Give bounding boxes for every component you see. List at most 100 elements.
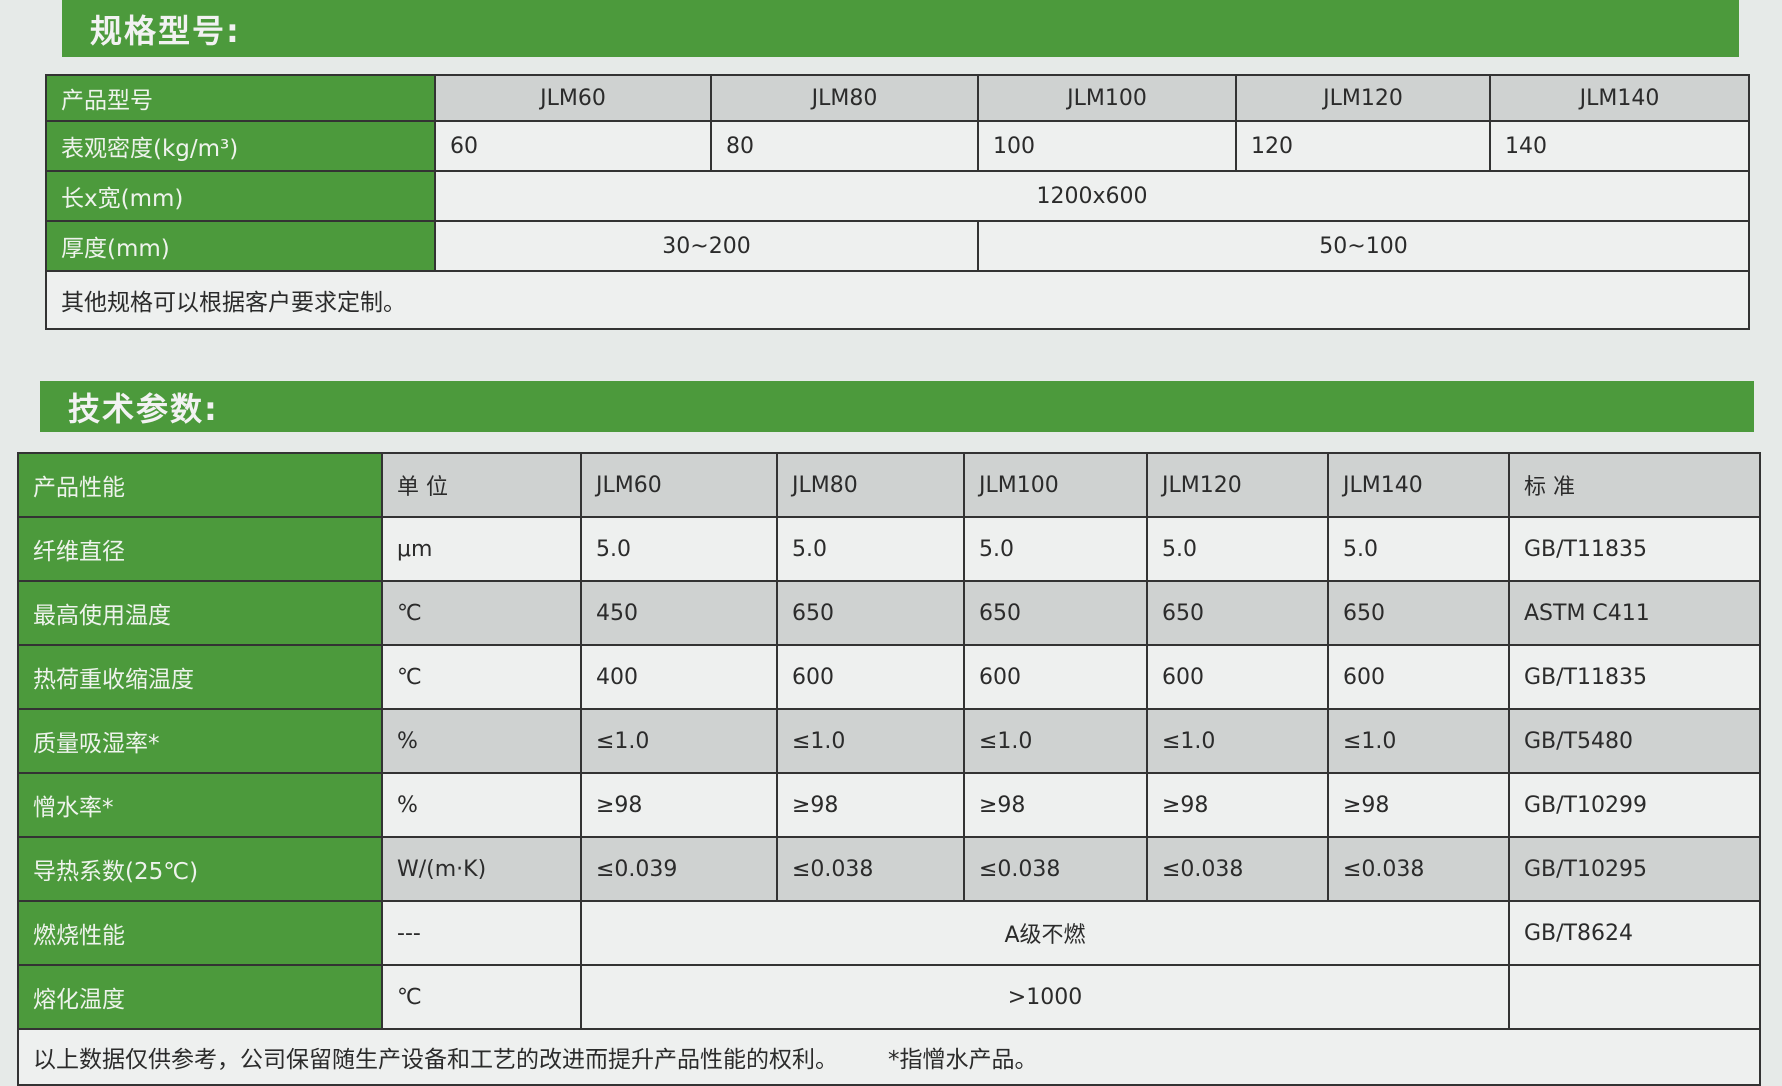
value-cell: 5.0 <box>1146 516 1329 582</box>
value-cell: ≤0.038 <box>776 836 965 902</box>
value-cell: 400 <box>580 644 778 710</box>
property-label: 导热系数(25℃) <box>17 836 383 902</box>
standard-cell <box>1508 964 1761 1030</box>
unit-cell: W/(m·K) <box>381 836 582 902</box>
standard-cell: GB/T11835 <box>1508 516 1761 582</box>
spec-cell: JLM60 <box>434 74 712 122</box>
spec-cell: 100 <box>977 120 1237 172</box>
tech-header-row: 产品性能 单 位 JLM60 JLM80 JLM100 JLM120 JLM14… <box>17 452 1761 518</box>
unit-cell: ℃ <box>381 964 582 1030</box>
spec-label: 厚度(mm) <box>45 220 436 272</box>
spec-row-size: 长x宽(mm) 1200x600 <box>45 170 1750 222</box>
spec-row-density: 表观密度(kg/m³) 60 80 100 120 140 <box>45 120 1750 172</box>
value-cell: 5.0 <box>963 516 1148 582</box>
value-cell: 600 <box>776 644 965 710</box>
spec-cell: 30~200 <box>434 220 979 272</box>
value-cell: 5.0 <box>580 516 778 582</box>
header-cell: JLM120 <box>1146 452 1329 518</box>
value-cell: 650 <box>776 580 965 646</box>
merged-value-cell: >1000 <box>580 964 1510 1030</box>
tech-row: 热荷重收缩温度 ℃ 400 600 600 600 600 GB/T11835 <box>17 644 1761 710</box>
spec-cell: 140 <box>1489 120 1750 172</box>
spec-cell: JLM80 <box>710 74 979 122</box>
header-cell: 标 准 <box>1508 452 1761 518</box>
merged-value-cell: A级不燃 <box>580 900 1510 966</box>
standard-cell: GB/T10295 <box>1508 836 1761 902</box>
header-cell: 单 位 <box>381 452 582 518</box>
spec-label: 长x宽(mm) <box>45 170 436 222</box>
tech-table: 产品性能 单 位 JLM60 JLM80 JLM100 JLM120 JLM14… <box>17 452 1761 1086</box>
tech-row: 纤维直径 μm 5.0 5.0 5.0 5.0 5.0 GB/T11835 <box>17 516 1761 582</box>
value-cell: 450 <box>580 580 778 646</box>
unit-cell: --- <box>381 900 582 966</box>
value-cell: ≥98 <box>1327 772 1510 838</box>
spec-table: 产品型号 JLM60 JLM80 JLM100 JLM120 JLM140 表观… <box>45 74 1750 330</box>
header-cell: JLM80 <box>776 452 965 518</box>
value-cell: ≤1.0 <box>580 708 778 774</box>
value-cell: 5.0 <box>1327 516 1510 582</box>
value-cell: 600 <box>1327 644 1510 710</box>
spec-cell: 60 <box>434 120 712 172</box>
unit-cell: ℃ <box>381 644 582 710</box>
property-label: 憎水率* <box>17 772 383 838</box>
value-cell: ≤1.0 <box>1146 708 1329 774</box>
value-cell: 650 <box>1146 580 1329 646</box>
tech-section-title: 技术参数: <box>40 381 1754 432</box>
tech-footer-row: 以上数据仅供参考，公司保留随生产设备和工艺的改进而提升产品性能的权利。 *指憎水产… <box>17 1028 1761 1086</box>
spec-cell: 80 <box>710 120 979 172</box>
spec-cell: 50~100 <box>977 220 1750 272</box>
standard-cell: GB/T11835 <box>1508 644 1761 710</box>
spec-cell: 1200x600 <box>434 170 1750 222</box>
value-cell: ≤1.0 <box>776 708 965 774</box>
spec-cell: JLM120 <box>1235 74 1491 122</box>
spec-cell: 120 <box>1235 120 1491 172</box>
standard-cell: GB/T10299 <box>1508 772 1761 838</box>
value-cell: ≤0.039 <box>580 836 778 902</box>
value-cell: ≤1.0 <box>1327 708 1510 774</box>
value-cell: ≤0.038 <box>1146 836 1329 902</box>
header-cell: JLM100 <box>963 452 1148 518</box>
value-cell: 600 <box>1146 644 1329 710</box>
standard-cell: GB/T5480 <box>1508 708 1761 774</box>
property-label: 最高使用温度 <box>17 580 383 646</box>
tech-row: 熔化温度 ℃ >1000 <box>17 964 1761 1030</box>
footer-note: 以上数据仅供参考，公司保留随生产设备和工艺的改进而提升产品性能的权利。 *指憎水产… <box>17 1028 1761 1086</box>
header-cell: JLM60 <box>580 452 778 518</box>
unit-cell: μm <box>381 516 582 582</box>
value-cell: 600 <box>963 644 1148 710</box>
standard-cell: GB/T8624 <box>1508 900 1761 966</box>
spec-cell: JLM140 <box>1489 74 1750 122</box>
value-cell: ≥98 <box>580 772 778 838</box>
unit-cell: ℃ <box>381 580 582 646</box>
spec-row-thickness: 厚度(mm) 30~200 50~100 <box>45 220 1750 272</box>
spec-note-row: 其他规格可以根据客户要求定制。 <box>45 270 1750 330</box>
standard-cell: ASTM C411 <box>1508 580 1761 646</box>
tech-row: 憎水率*% ≥98 ≥98 ≥98 ≥98 ≥98 GB/T10299 <box>17 772 1761 838</box>
value-cell: ≤1.0 <box>963 708 1148 774</box>
spec-row-model: 产品型号 JLM60 JLM80 JLM100 JLM120 JLM140 <box>45 74 1750 122</box>
header-cell: JLM140 <box>1327 452 1510 518</box>
unit-cell: % <box>381 708 582 774</box>
value-cell: 5.0 <box>776 516 965 582</box>
spec-section-title: 规格型号: <box>62 0 1739 57</box>
property-label: 熔化温度 <box>17 964 383 1030</box>
value-cell: ≥98 <box>776 772 965 838</box>
value-cell: ≥98 <box>1146 772 1329 838</box>
value-cell: 650 <box>1327 580 1510 646</box>
property-label: 燃烧性能 <box>17 900 383 966</box>
value-cell: ≤0.038 <box>963 836 1148 902</box>
property-label: 热荷重收缩温度 <box>17 644 383 710</box>
header-cell: 产品性能 <box>17 452 383 518</box>
spec-label: 产品型号 <box>45 74 436 122</box>
spec-cell: JLM100 <box>977 74 1237 122</box>
unit-cell: % <box>381 772 582 838</box>
footnote-text: *指憎水产品。 <box>888 1047 1038 1073</box>
tech-row: 导热系数(25℃) W/(m·K) ≤0.039 ≤0.038 ≤0.038 ≤0.038… <box>17 836 1761 902</box>
value-cell: ≤0.038 <box>1327 836 1510 902</box>
tech-row: 燃烧性能 --- A级不燃 GB/T8624 <box>17 900 1761 966</box>
property-label: 纤维直径 <box>17 516 383 582</box>
value-cell: 650 <box>963 580 1148 646</box>
value-cell: ≥98 <box>963 772 1148 838</box>
spec-label: 表观密度(kg/m³) <box>45 120 436 172</box>
spec-note: 其他规格可以根据客户要求定制。 <box>45 270 1750 330</box>
